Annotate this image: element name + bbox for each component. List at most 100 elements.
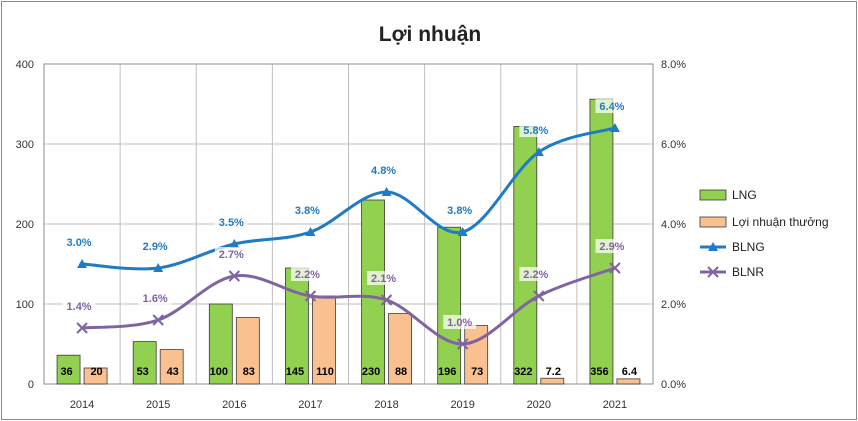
y-right-tick-label: 6.0%: [661, 139, 686, 151]
line-label-bg: [214, 247, 248, 261]
legend-marker: [707, 266, 719, 278]
bar-lng: [361, 199, 385, 385]
bar-lng-label: 196: [438, 366, 456, 378]
bar-bonus: [159, 349, 184, 385]
x-tick-label: 2017: [298, 399, 322, 411]
bars: [56, 98, 641, 385]
line-label-bg: [291, 203, 324, 217]
x-tick-label: 2016: [222, 399, 246, 411]
bar-lng-label: 36: [60, 366, 72, 378]
x-tick-label: 2015: [146, 399, 170, 411]
bar-lng-label: 53: [137, 366, 149, 378]
bar-lng-label: 322: [514, 366, 532, 378]
bar-lng: [437, 226, 462, 385]
line-label-blng: 3.8%: [295, 205, 320, 217]
line-label-bg: [214, 215, 248, 229]
y-left-tick-label: 100: [16, 299, 34, 311]
marker-blnr: [152, 314, 164, 326]
bar-lng: [208, 303, 233, 385]
line-label-blnr: 2.9%: [599, 241, 624, 253]
x-tick-label: 2018: [374, 399, 398, 411]
y-right-tick-label: 2.0%: [661, 299, 686, 311]
line-label-blnr: 2.1%: [371, 273, 396, 285]
y-left-tick-label: 200: [16, 219, 34, 231]
legend-label-blng: BLNG: [732, 240, 765, 254]
bar-bonus: [616, 378, 641, 385]
legend-swatch: [699, 216, 727, 228]
bar-lng-label: 230: [362, 366, 380, 378]
bar-bonus-label: 83: [243, 366, 255, 378]
legend: LNG Lợi nhuận thưởng BLNG BLNR: [699, 188, 829, 279]
x-tick-label: 2019: [450, 399, 474, 411]
line-blng: [81, 126, 616, 271]
marker-blnr: [609, 262, 621, 274]
line-label-blng: 4.8%: [371, 165, 396, 177]
line-label-bg: [291, 267, 324, 281]
bar-bonus: [388, 313, 412, 385]
bar-bonus-label: 73: [471, 366, 483, 378]
line-label-blnr: 2.7%: [219, 249, 244, 261]
marker-blng: [609, 123, 620, 132]
line-label-bg: [519, 267, 553, 281]
marker-blnr: [304, 290, 317, 302]
legend-marker: [708, 242, 718, 251]
marker-blng: [457, 227, 468, 236]
bar-lng-label: 100: [210, 366, 228, 378]
bar-bonus: [235, 317, 260, 385]
x-tick-label: 2020: [527, 399, 551, 411]
bar-lng-label: 145: [286, 366, 304, 378]
marker-blnr: [456, 338, 469, 350]
line-label-bg: [519, 123, 553, 137]
marker-blnr: [380, 294, 393, 306]
line-blnr: [81, 266, 616, 346]
line-label-bg: [138, 291, 172, 305]
marker-blng: [305, 227, 316, 236]
line-label-bg: [62, 299, 96, 313]
y-left-tick-label: 400: [16, 59, 34, 71]
bar-bonus-label: 110: [316, 366, 334, 378]
y-left-tick-label: 0: [28, 379, 34, 391]
bar-bonus-label: 43: [167, 366, 179, 378]
legend-label-blnr: BLNR: [732, 265, 764, 279]
line-label-bg: [367, 163, 400, 177]
line-label-blng: 3.5%: [219, 217, 244, 229]
legend-label-lng: LNG: [732, 188, 757, 202]
data-labels: 36 53 100 145 230 196 322 356 20 43 83 110 88 73 7.2 6.…: [60, 99, 638, 378]
line-label-blng: 3.0%: [67, 237, 92, 249]
line-label-bg: [443, 315, 477, 329]
line-label-bg: [138, 239, 172, 253]
y-left-tick-label: 300: [16, 139, 34, 151]
line-label-bg: [595, 99, 629, 113]
bar-bonus-label: 88: [395, 366, 407, 378]
line-label-blng: 3.8%: [447, 205, 472, 217]
line-label-bg: [595, 239, 629, 253]
bar-bonus-label: 6.4: [622, 366, 638, 378]
legend-swatch: [699, 189, 727, 201]
y-right-tick-label: 4.0%: [661, 219, 686, 231]
bar-bonus-label: 7.2: [546, 366, 561, 378]
line-label-bg: [62, 235, 96, 249]
x-tick-label: 2014: [70, 399, 94, 411]
marker-blng: [153, 263, 164, 272]
bar-bonus-label: 20: [90, 366, 102, 378]
marker-blng: [533, 147, 544, 156]
line-label-blnr: 2.2%: [295, 269, 320, 281]
lines: [76, 123, 621, 350]
marker-blng: [77, 259, 88, 268]
line-label-bg: [443, 203, 477, 217]
plot-area: [43, 63, 654, 385]
bar-bonus: [83, 367, 108, 385]
line-label-blnr: 1.6%: [143, 293, 168, 305]
y-right-tick-label: 8.0%: [661, 59, 686, 71]
line-label-bg: [367, 271, 400, 285]
marker-blng: [381, 187, 392, 196]
line-label-blnr: 1.4%: [67, 301, 92, 313]
line-label-blng: 2.9%: [143, 241, 168, 253]
y-right-tick-label: 0.0%: [661, 379, 686, 391]
bar-lng-label: 356: [590, 366, 608, 378]
line-label-blng: 6.4%: [599, 101, 624, 113]
marker-blnr: [76, 322, 88, 334]
